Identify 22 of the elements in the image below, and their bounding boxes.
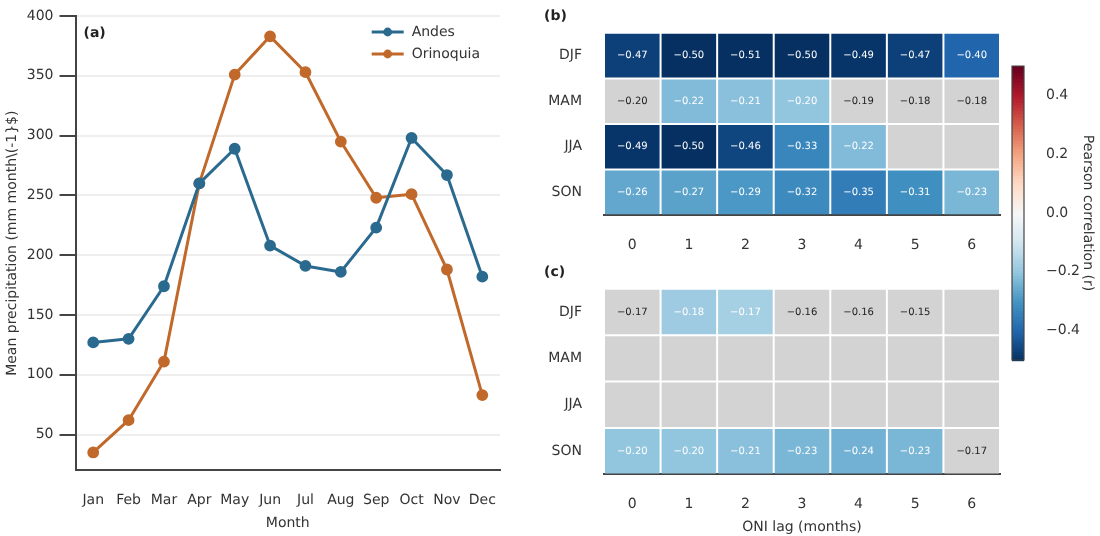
point xyxy=(441,263,453,276)
point xyxy=(299,66,312,79)
point xyxy=(264,30,276,43)
point xyxy=(228,68,241,81)
point xyxy=(334,266,347,278)
point xyxy=(334,135,347,148)
point xyxy=(264,239,276,252)
point xyxy=(122,414,135,427)
point xyxy=(87,446,100,459)
point xyxy=(370,221,383,234)
point xyxy=(158,355,170,368)
point xyxy=(476,389,489,401)
point xyxy=(441,169,453,181)
point xyxy=(299,260,312,272)
point xyxy=(405,188,418,201)
point xyxy=(87,336,100,349)
point xyxy=(476,270,489,283)
point xyxy=(158,280,170,293)
point xyxy=(405,132,418,144)
point xyxy=(228,142,241,155)
point xyxy=(122,332,135,345)
point xyxy=(370,191,383,204)
